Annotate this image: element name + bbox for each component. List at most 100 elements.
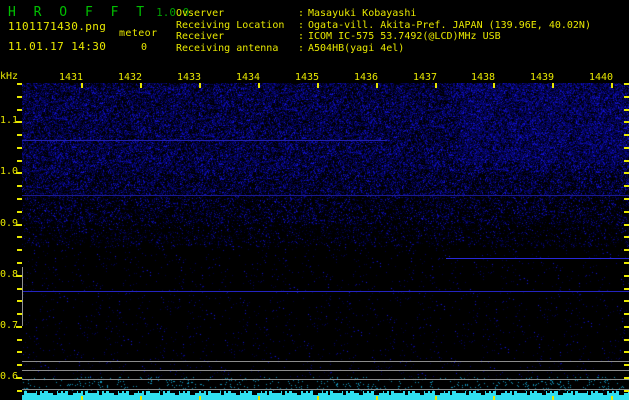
x-axis-tick-label: 1435 bbox=[294, 72, 320, 83]
cyan-band-notch bbox=[608, 391, 612, 393]
y-minor-tick bbox=[17, 313, 22, 315]
y-axis-tick-label: 0.9 bbox=[0, 218, 19, 229]
y-axis-tick-label: 0.7 bbox=[0, 320, 19, 331]
y-minor-tick-right bbox=[624, 211, 629, 213]
cyan-band-notch bbox=[557, 391, 563, 395]
cyan-band-notch bbox=[52, 391, 57, 395]
cyan-band-notch bbox=[62, 391, 65, 393]
y-minor-tick-right bbox=[624, 96, 629, 98]
app-version: 1.0.0 bbox=[156, 6, 190, 19]
cyan-band-notch bbox=[241, 391, 245, 393]
x-axis-tick-label: 1434 bbox=[235, 72, 261, 83]
cyan-band-notch bbox=[42, 391, 45, 393]
cyan-band-notch bbox=[363, 391, 367, 393]
info-row: Receiving antenna: A504HB(yagi 4el) bbox=[176, 43, 591, 55]
cyan-band-notch bbox=[460, 391, 465, 393]
cyan-band-notch bbox=[435, 391, 441, 395]
cyan-band-notch bbox=[103, 391, 106, 393]
y-minor-tick bbox=[17, 288, 22, 290]
cyan-band-notch bbox=[256, 391, 261, 393]
x-axis-tick bbox=[81, 83, 83, 88]
y-axis-tick-label: 1.0 bbox=[0, 166, 19, 177]
y-minor-tick bbox=[17, 339, 22, 341]
cyan-band-notch bbox=[220, 391, 224, 395]
cyan-band-notch bbox=[287, 391, 290, 393]
cyan-band-notch bbox=[343, 391, 347, 395]
carrier-line-0.832 bbox=[446, 258, 629, 259]
header-panel: H R O F F T 1.0.0 1101171430.png 11.01.17… bbox=[0, 0, 629, 70]
cyan-band-notch bbox=[414, 391, 420, 393]
cyan-band-notch bbox=[455, 391, 461, 393]
cyan-band-notch bbox=[32, 391, 37, 393]
y-minor-tick-right bbox=[624, 351, 629, 353]
cyan-band-notch bbox=[506, 391, 510, 393]
cyan-band-notch bbox=[210, 391, 216, 393]
y-minor-tick bbox=[17, 236, 22, 238]
info-colon: : bbox=[298, 19, 305, 31]
x-axis-tick-label: 1436 bbox=[353, 72, 379, 83]
cyan-band-notch bbox=[475, 391, 481, 393]
cyan-band-notch bbox=[618, 391, 624, 395]
info-colon: : bbox=[298, 8, 305, 19]
cyan-band-notch bbox=[358, 391, 363, 395]
y-minor-tick bbox=[17, 390, 22, 392]
cyan-band-notch bbox=[190, 391, 196, 395]
y-minor-tick-right bbox=[624, 109, 629, 111]
y-minor-tick-right bbox=[624, 339, 629, 341]
y-minor-tick-right bbox=[624, 313, 629, 315]
cyan-band-notch bbox=[57, 391, 61, 393]
y-minor-tick-right bbox=[624, 160, 629, 162]
cyan-band-notch bbox=[526, 391, 530, 395]
cyan-band-notch bbox=[552, 391, 555, 393]
cyan-band-notch bbox=[47, 391, 53, 393]
y-minor-tick bbox=[17, 96, 22, 98]
cyan-band-notch bbox=[266, 391, 269, 395]
cyan-band-notch bbox=[424, 391, 428, 393]
info-key: Ovserver bbox=[176, 8, 225, 19]
date-time-label: 11.01.17 14:30 bbox=[8, 40, 107, 53]
cyan-band-notch bbox=[404, 391, 408, 395]
cyan-band-notch bbox=[236, 391, 241, 395]
info-key: Receiving Location bbox=[176, 19, 285, 31]
cyan-band-notch bbox=[124, 391, 126, 393]
cyan-band-notch bbox=[246, 391, 249, 393]
cyan-band-notch bbox=[577, 391, 583, 393]
cyan-band-notch bbox=[501, 391, 506, 393]
cyan-band-notch bbox=[73, 391, 77, 393]
y-minor-tick-right bbox=[624, 236, 629, 238]
x-axis-tick-bottom bbox=[258, 396, 260, 400]
cyan-band-notch bbox=[317, 391, 322, 393]
cyan-band-notch bbox=[37, 391, 41, 395]
cyan-band-notch bbox=[98, 391, 102, 395]
x-axis-tick-label: 1439 bbox=[529, 72, 555, 83]
cyan-band-notch bbox=[348, 391, 351, 393]
cyan-band-notch bbox=[149, 391, 155, 393]
gray-line-0.596 bbox=[22, 379, 629, 380]
info-colon: : bbox=[298, 31, 305, 43]
x-axis-tick bbox=[199, 83, 201, 88]
cyan-band-notch bbox=[271, 391, 277, 393]
cyan-band-notch bbox=[164, 391, 167, 393]
y-minor-tick-right bbox=[624, 326, 629, 328]
cyan-band-notch bbox=[572, 391, 575, 395]
cyan-band-notch bbox=[292, 391, 298, 393]
cyan-band-notch bbox=[261, 391, 265, 393]
cyan-band-notch bbox=[419, 391, 424, 395]
cyan-band-notch bbox=[338, 391, 343, 393]
x-axis-tick bbox=[317, 83, 319, 88]
spectrogram-canvas-area bbox=[22, 83, 629, 400]
cyan-band-notch bbox=[598, 391, 604, 393]
y-minor-tick bbox=[17, 109, 22, 111]
y-minor-tick bbox=[17, 211, 22, 213]
x-axis-tick-label: 1438 bbox=[470, 72, 496, 83]
x-axis-tick-label: 1432 bbox=[117, 72, 143, 83]
y-minor-tick-right bbox=[624, 377, 629, 379]
spectrogram-plot: kHz 1.1 1.0 0.9 0.8 0.7 0.6 1431 1432 1433 1434 1… bbox=[0, 70, 629, 400]
y-minor-tick bbox=[17, 262, 22, 264]
info-value: Masayuki Kobayashi bbox=[308, 8, 417, 19]
cyan-band-notch bbox=[93, 391, 98, 393]
cyan-band-notch bbox=[613, 391, 616, 393]
cyan-band-notch bbox=[542, 391, 547, 395]
y-minor-tick bbox=[17, 83, 22, 85]
